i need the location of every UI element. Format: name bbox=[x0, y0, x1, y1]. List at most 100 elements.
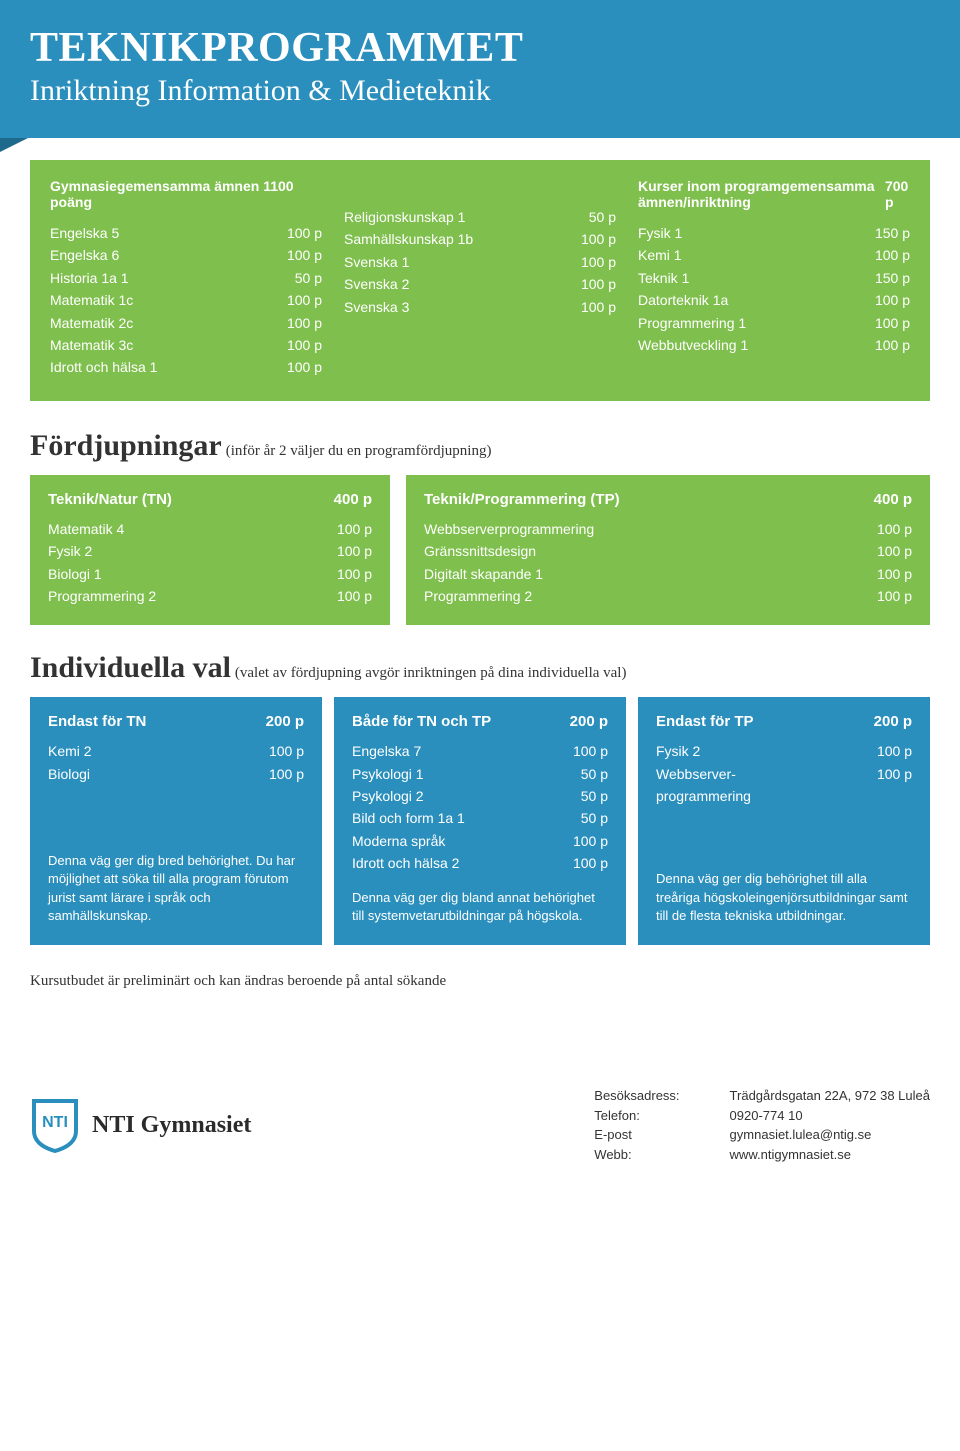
course-points: 100 p bbox=[856, 518, 912, 540]
gemensamma-block: Gymnasiegemensamma ämnen 1100 poäng Enge… bbox=[30, 160, 930, 401]
course-row: Webbutveckling 1100 p bbox=[638, 334, 910, 356]
header-banner: TEKNIKPROGRAMMET Inriktning Information … bbox=[0, 0, 960, 138]
course-label: Kemi 1 bbox=[638, 244, 854, 266]
course-label: Matematik 4 bbox=[48, 518, 316, 540]
course-label: Fysik 2 bbox=[656, 740, 856, 762]
course-row: Matematik 4100 p bbox=[48, 518, 372, 540]
fordjupning-tp-title: Teknik/Programmering (TP) bbox=[424, 491, 620, 508]
course-row: Bild och form 1a 150 p bbox=[352, 807, 608, 829]
course-label: Programmering 2 bbox=[48, 585, 316, 607]
course-points: 100 p bbox=[854, 289, 910, 311]
course-points: 100 p bbox=[266, 289, 322, 311]
fordjupningar-heading: Fördjupningar (inför år 2 väljer du en p… bbox=[30, 429, 930, 463]
course-row: Psykologi 250 p bbox=[352, 785, 608, 807]
course-label: Svenska 2 bbox=[344, 273, 560, 295]
course-points: 50 p bbox=[552, 807, 608, 829]
header-fold-decoration bbox=[0, 138, 28, 152]
page-title: TEKNIKPROGRAMMET bbox=[30, 24, 930, 72]
individuella-box-points: 200 p bbox=[874, 713, 912, 730]
gemensamma-col1-title: Gymnasiegemensamma ämnen 1100 poäng bbox=[50, 178, 322, 210]
course-points: 100 p bbox=[266, 312, 322, 334]
course-label: Moderna språk bbox=[352, 830, 552, 852]
course-row: Engelska 5100 p bbox=[50, 222, 322, 244]
footer-value-web: www.ntigymnasiet.se bbox=[730, 1145, 930, 1165]
individuella-subtitle: (valet av fördjupning avgör inriktningen… bbox=[235, 665, 627, 681]
course-points: 150 p bbox=[854, 267, 910, 289]
course-points: 50 p bbox=[266, 267, 322, 289]
course-points: 50 p bbox=[552, 785, 608, 807]
course-label: Matematik 2c bbox=[50, 312, 266, 334]
course-points: 100 p bbox=[266, 334, 322, 356]
course-points: 100 p bbox=[552, 852, 608, 874]
fordjupning-tp-box: Teknik/Programmering (TP) 400 p Webbserv… bbox=[406, 475, 930, 626]
footer-value-phone: 0920-774 10 bbox=[730, 1106, 930, 1126]
course-row: Psykologi 150 p bbox=[352, 763, 608, 785]
individuella-box: Endast för TN200 pKemi 2100 pBiologi100 … bbox=[30, 697, 322, 945]
course-label: Engelska 5 bbox=[50, 222, 266, 244]
course-row: Programmering 1100 p bbox=[638, 312, 910, 334]
individuella-box-title: Både för TN och TP bbox=[352, 713, 491, 730]
gemensamma-col3-title: Kurser inom programgemensamma ämnen/inri… bbox=[638, 178, 885, 210]
course-label: Historia 1a 1 bbox=[50, 267, 266, 289]
gemensamma-col3-points: 700 p bbox=[885, 178, 910, 210]
gemensamma-col1: Gymnasiegemensamma ämnen 1100 poäng Enge… bbox=[50, 178, 322, 379]
course-label: Engelska 7 bbox=[352, 740, 552, 762]
fordjupningar-subtitle: (inför år 2 väljer du en programfördjupn… bbox=[226, 443, 492, 459]
fordjupningar-title: Fördjupningar bbox=[30, 429, 222, 462]
logo: NTI NTI Gymnasiet bbox=[30, 1097, 251, 1153]
course-label: Bild och form 1a 1 bbox=[352, 807, 552, 829]
course-label: Fysik 2 bbox=[48, 540, 316, 562]
course-label: Idrott och hälsa 2 bbox=[352, 852, 552, 874]
course-label: Samhällskunskap 1b bbox=[344, 228, 560, 250]
course-row: Biologi100 p bbox=[48, 763, 304, 785]
individuella-box-desc: Denna väg ger dig bred behörighet. Du ha… bbox=[48, 838, 304, 925]
course-row: Fysik 2100 p bbox=[48, 540, 372, 562]
course-row: Historia 1a 150 p bbox=[50, 267, 322, 289]
course-row: Digitalt skapande 1100 p bbox=[424, 563, 912, 585]
footer: NTI NTI Gymnasiet Besöksadress: Telefon:… bbox=[0, 1060, 960, 1214]
course-label: Gränssnittsdesign bbox=[424, 540, 856, 562]
course-row: Svenska 3100 p bbox=[344, 296, 616, 318]
individuella-heading: Individuella val (valet av fördjupning a… bbox=[30, 651, 930, 685]
course-row: Biologi 1100 p bbox=[48, 563, 372, 585]
individuella-box-title: Endast för TN bbox=[48, 713, 146, 730]
course-row: Samhällskunskap 1b100 p bbox=[344, 228, 616, 250]
individuella-box: Endast för TP 200 p Fysik 2100 pWebbserver… bbox=[638, 697, 930, 945]
course-points: 100 p bbox=[552, 830, 608, 852]
course-label: Kemi 2 bbox=[48, 740, 248, 762]
course-label: Matematik 3c bbox=[50, 334, 266, 356]
course-points: 100 p bbox=[560, 251, 616, 273]
course-label: Teknik 1 bbox=[638, 267, 854, 289]
course-row: Fysik 1150 p bbox=[638, 222, 910, 244]
course-points: 50 p bbox=[552, 763, 608, 785]
fordjupning-tp-points: 400 p bbox=[874, 491, 912, 508]
individuella-box-title: Endast för TP bbox=[656, 713, 754, 730]
course-row: Engelska 7100 p bbox=[352, 740, 608, 762]
course-row: Fysik 2100 p bbox=[656, 740, 912, 762]
course-points: 150 p bbox=[854, 222, 910, 244]
footer-label-email: E-post bbox=[594, 1125, 679, 1145]
shield-icon: NTI bbox=[30, 1097, 80, 1153]
course-row: Moderna språk100 p bbox=[352, 830, 608, 852]
course-points: 100 p bbox=[248, 740, 304, 762]
course-label: Webbserverprogrammering bbox=[424, 518, 856, 540]
footer-label-address: Besöksadress: bbox=[594, 1086, 679, 1106]
course-label: Programmering 1 bbox=[638, 312, 854, 334]
course-label: Webbserver-programmering bbox=[656, 763, 856, 808]
fordjupning-tn-points: 400 p bbox=[334, 491, 372, 508]
course-points: 100 p bbox=[560, 273, 616, 295]
footer-value-email: gymnasiet.lulea@ntig.se bbox=[730, 1125, 930, 1145]
course-points: 100 p bbox=[266, 244, 322, 266]
course-label: Religionskunskap 1 bbox=[344, 206, 560, 228]
course-points: 100 p bbox=[316, 585, 372, 607]
course-row: Religionskunskap 150 p bbox=[344, 206, 616, 228]
course-label: Datorteknik 1a bbox=[638, 289, 854, 311]
course-row: Idrott och hälsa 1100 p bbox=[50, 356, 322, 378]
fordjupning-tn-title: Teknik/Natur (TN) bbox=[48, 491, 172, 508]
course-row: Programmering 2100 p bbox=[424, 585, 912, 607]
course-label: Webbutveckling 1 bbox=[638, 334, 854, 356]
course-points: 100 p bbox=[854, 334, 910, 356]
course-label: Svenska 1 bbox=[344, 251, 560, 273]
course-label: Fysik 1 bbox=[638, 222, 854, 244]
course-points: 100 p bbox=[856, 563, 912, 585]
